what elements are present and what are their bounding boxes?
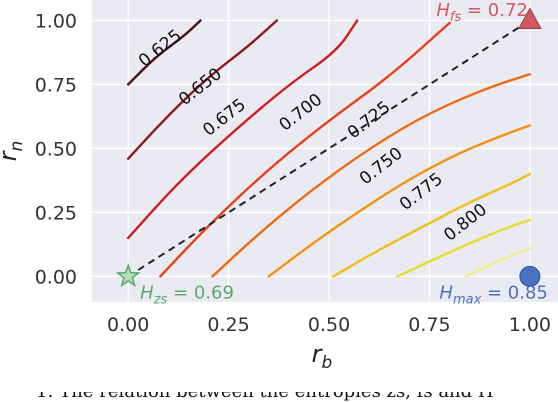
x-tick-label-1: 0.25 — [207, 314, 249, 336]
y-tick-label-2: 0.50 — [35, 138, 77, 160]
y-axis-label: rn — [0, 141, 27, 162]
contour-line-5 — [267, 124, 532, 278]
triangle-marker — [518, 7, 542, 29]
h-max-label: Hmax = 0.85 — [439, 282, 547, 307]
grid-lines — [92, 0, 558, 302]
x-tick-label-3: 0.75 — [408, 314, 450, 336]
contour-line-1 — [126, 19, 278, 160]
contour-line-8 — [464, 247, 532, 278]
markers: Hzs = 0.69 Hfs = 0.72 Hmax = 0.85 — [115, 0, 548, 307]
circle-marker — [519, 265, 541, 287]
x-tick-label-4: 1.00 — [509, 314, 551, 336]
tick-labels: 0.00 0.25 0.50 0.75 1.00 0.00 0.25 0.50 0.75 1.00 — [35, 10, 551, 336]
star-marker — [115, 263, 141, 288]
contour-line-4 — [211, 73, 532, 278]
contour-line-7 — [396, 218, 532, 278]
y-tick-label-0: 0.00 — [35, 266, 77, 288]
y-tick-label-4: 1.00 — [35, 10, 77, 32]
contour-line-0 — [126, 19, 202, 86]
contour-line-3 — [159, 21, 451, 278]
h-fs-label: Hfs = 0.72 — [436, 0, 528, 25]
y-tick-label-1: 0.25 — [35, 202, 77, 224]
contour-lines — [126, 19, 532, 278]
x-tick-label-2: 0.50 — [308, 314, 350, 336]
x-tick-label-0: 0.00 — [107, 314, 149, 336]
diagonal-line — [127, 19, 531, 278]
diagonal-dashed-line — [127, 19, 531, 278]
y-tick-label-3: 0.75 — [35, 74, 77, 96]
x-axis-label: rb — [312, 340, 333, 373]
h-zs-label: Hzs = 0.69 — [140, 282, 234, 307]
contour-line-2 — [126, 19, 359, 240]
contour-line-6 — [331, 172, 532, 278]
figure-caption: 1: The relation between the entropies zs… — [0, 392, 558, 402]
